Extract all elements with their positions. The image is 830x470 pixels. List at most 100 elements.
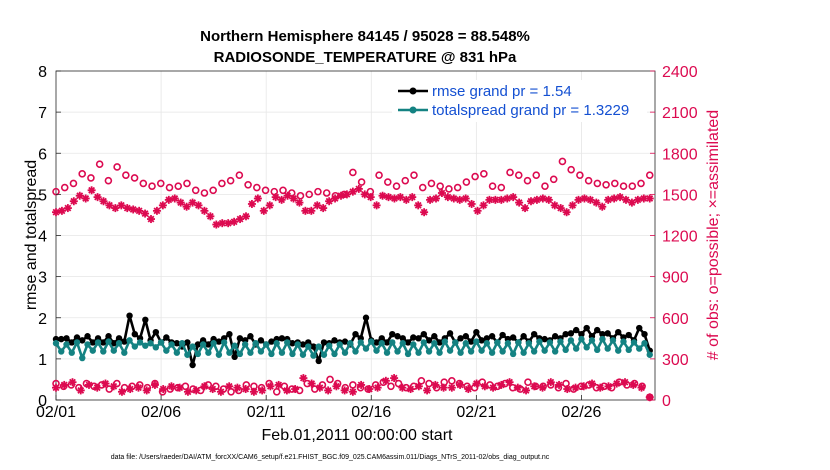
possible-marker: [95, 160, 104, 169]
legend-box: [392, 80, 647, 122]
asterisk-stroke: [527, 197, 535, 205]
possible-marker: [235, 171, 244, 179]
spread-point: [567, 337, 575, 344]
possible-marker: [427, 179, 436, 188]
asterisk-stroke: [616, 193, 624, 201]
asterisk-stroke: [365, 385, 373, 393]
assimilated-low-marker: [555, 380, 564, 389]
assimilated-marker: [336, 191, 345, 200]
assimilated-marker: [158, 201, 167, 210]
assimilated-marker: [129, 205, 138, 214]
spread-point: [283, 339, 291, 346]
possible-marker: [514, 171, 523, 179]
asterisk-stroke: [473, 380, 481, 387]
asterisk-stroke: [485, 196, 493, 204]
y-tick-label-left: 3: [38, 270, 47, 287]
asterisk-stroke: [638, 384, 645, 392]
y-tick-label-right: 1200: [662, 229, 698, 246]
possible-marker: [87, 174, 95, 182]
assimilated-marker: [503, 194, 512, 203]
spread-point: [378, 340, 385, 347]
y-tick-label-right: 2400: [662, 64, 698, 81]
rmse-point: [331, 337, 338, 344]
asterisk-stroke: [201, 382, 208, 390]
rmse-point: [63, 335, 70, 342]
rmse-point: [583, 324, 590, 332]
assimilated-low-marker: [233, 383, 242, 392]
assimilated-low-marker: [497, 380, 506, 389]
possible-marker: [541, 182, 549, 190]
spread-point: [362, 345, 370, 352]
series-layer: [52, 157, 654, 402]
rmse-point: [189, 361, 196, 369]
assimilated-low-marker: [332, 382, 341, 391]
x-tick-label: 02/26: [561, 404, 601, 421]
rmse-point: [520, 333, 527, 340]
possible-marker: [148, 182, 156, 190]
assimilated-low-marker: [109, 382, 118, 391]
asterisk-stroke: [102, 380, 109, 387]
rmse-point: [315, 357, 322, 365]
spread-point: [609, 337, 617, 344]
assimilated-low-marker: [249, 387, 258, 396]
assimilated-low-marker: [621, 378, 630, 387]
assimilated-marker: [206, 212, 215, 221]
asterisk-stroke: [88, 186, 96, 194]
asterisk-stroke: [151, 381, 159, 389]
asterisk-stroke: [159, 385, 167, 393]
spread-point: [357, 339, 364, 346]
assimilated-marker: [645, 194, 654, 203]
assimilated-low-marker: [629, 380, 638, 389]
asterisk-stroke: [242, 385, 250, 393]
asterisk-stroke: [250, 388, 258, 396]
asterisk-stroke: [106, 201, 113, 209]
assimilated-marker: [105, 201, 114, 210]
asterisk-stroke: [539, 195, 547, 202]
spread-point: [415, 349, 422, 356]
assimilated-marker: [164, 195, 173, 204]
asterisk-stroke: [390, 195, 398, 202]
spread-point: [252, 340, 259, 347]
possible-marker: [60, 183, 69, 192]
assimilated-low-marker: [538, 383, 547, 392]
asterisk-stroke: [129, 206, 137, 213]
possible-low-marker: [524, 378, 532, 386]
rmse-point: [89, 339, 96, 346]
possible-marker: [445, 185, 453, 193]
assimilated-marker: [271, 193, 280, 202]
assimilated-marker: [277, 195, 286, 204]
rmse-point: [163, 334, 170, 341]
spread-point: [536, 338, 543, 345]
asterisk-stroke: [349, 188, 357, 196]
asterisk-stroke: [236, 215, 244, 223]
assimilated-low-marker: [76, 386, 85, 395]
rmse-point: [473, 328, 480, 336]
assimilated-low-marker: [398, 383, 407, 392]
rmse-point: [420, 331, 428, 338]
spread-point: [478, 347, 485, 354]
asterisk-stroke: [468, 200, 476, 208]
assimilated-marker: [194, 201, 203, 210]
assimilated-marker: [200, 206, 209, 215]
asterisk-stroke: [563, 385, 571, 393]
asterisk-stroke: [580, 382, 588, 390]
assimilated-marker: [437, 189, 446, 198]
spread-point: [420, 339, 428, 346]
possible-low-marker: [478, 378, 487, 386]
possible-marker: [165, 183, 174, 192]
assimilated-marker: [81, 194, 90, 203]
spread-point: [562, 346, 569, 354]
asterisk-stroke: [308, 380, 316, 387]
possible-marker: [392, 182, 401, 190]
asterisk-stroke: [168, 382, 175, 390]
asterisk-stroke: [349, 388, 357, 396]
rmse-point: [58, 335, 65, 343]
assimilated-low-marker: [464, 385, 473, 394]
asterisk-stroke: [480, 201, 487, 209]
rmse-point: [231, 353, 238, 361]
assimilated-marker: [384, 193, 393, 202]
asterisk-stroke: [646, 393, 654, 401]
possible-marker: [436, 182, 444, 190]
spread-point: [483, 340, 491, 347]
asterisk-stroke: [555, 381, 563, 389]
